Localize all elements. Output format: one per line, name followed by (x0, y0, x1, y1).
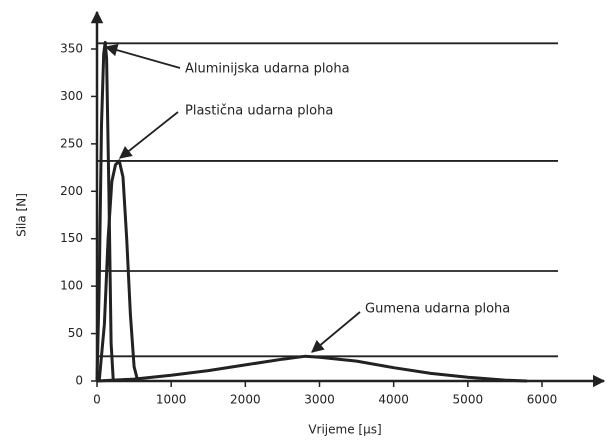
y-tick-label: 150 (60, 231, 83, 245)
y-tick-label: 350 (60, 42, 83, 56)
x-tick-label: 1000 (156, 393, 187, 407)
annotation: Plastična udarna ploha (185, 104, 333, 119)
annotation-arrow (311, 311, 361, 353)
x-tick-label: 4000 (378, 393, 409, 407)
y-tick-label: 100 (60, 279, 83, 293)
y-axis-label: Sila [N] (15, 193, 29, 237)
line-series (97, 159, 140, 382)
x-tick-label: 6000 (527, 393, 558, 407)
y-tick-label: 0 (75, 374, 83, 388)
x-tick-label: 3000 (304, 393, 335, 407)
y-tick-label: 200 (60, 184, 83, 198)
line-series (95, 40, 115, 382)
x-axis-label: Vrijeme [µs] (308, 423, 381, 437)
y-tick-label: 250 (60, 136, 83, 150)
x-tick-label: 0 (93, 393, 101, 407)
y-tick-label: 300 (60, 89, 83, 103)
y-tick-label: 50 (68, 326, 83, 340)
x-tick-label: 5000 (453, 393, 484, 407)
annotation-arrow (104, 44, 181, 69)
annotation: Gumena udarna ploha (365, 302, 510, 317)
annotation: Aluminijska udarna ploha (185, 62, 350, 77)
annotation-arrow (119, 111, 179, 159)
line-series (96, 354, 528, 383)
x-tick-label: 2000 (230, 393, 261, 407)
